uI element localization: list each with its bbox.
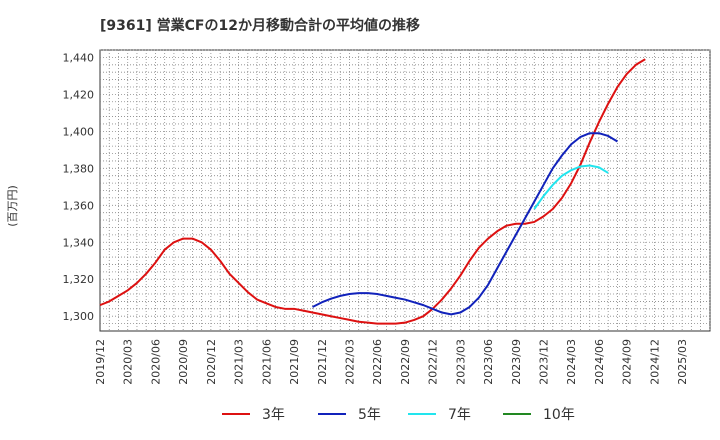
y-tick-label: 1,320 xyxy=(63,273,95,286)
x-tick-label: 2025/03 xyxy=(676,339,689,385)
x-tick-label: 2024/09 xyxy=(621,339,634,385)
y-tick-label: 1,400 xyxy=(63,125,95,138)
x-tick-label: 2023/12 xyxy=(538,339,551,385)
x-tick-label: 2024/03 xyxy=(565,339,578,385)
x-tick-label: 2021/03 xyxy=(233,339,246,385)
series-line-2 xyxy=(312,132,618,316)
x-tick-label: 2020/09 xyxy=(177,339,190,385)
legend: 3年 5年 7年 10年 xyxy=(222,407,575,423)
y-tick-label: 1,440 xyxy=(63,51,95,64)
y-tick-label: 1,300 xyxy=(63,310,95,323)
x-tick-label: 2020/12 xyxy=(205,339,218,385)
chart-title: [9361] 営業CFの12か月移動合計の平均値の推移 xyxy=(100,17,420,34)
y-tick-label: 1,420 xyxy=(63,88,95,101)
y-tick-label: 1,340 xyxy=(63,236,95,249)
x-tick-label: 2021/06 xyxy=(260,339,273,385)
x-tick-label: 2019/12 xyxy=(94,339,107,385)
x-tick-label: 2021/09 xyxy=(288,339,301,385)
x-tick-label: 2024/06 xyxy=(593,339,606,385)
x-tick-label: 2020/06 xyxy=(149,339,162,385)
x-tick-label: 2023/03 xyxy=(454,339,467,385)
x-tick-label: 2022/06 xyxy=(371,339,384,385)
x-tick-label: 2022/09 xyxy=(399,339,412,385)
legend-label: 5年 xyxy=(358,407,381,423)
y-tick-label: 1,360 xyxy=(63,199,95,212)
x-tick-label: 2022/03 xyxy=(343,339,356,385)
x-tick-label: 2022/12 xyxy=(427,339,440,385)
legend-label: 10年 xyxy=(543,407,575,423)
series-line-1 xyxy=(99,58,646,325)
x-tick-label: 2020/03 xyxy=(122,339,135,385)
plot-area: 2019/12 2020/03 2020/06 2020/09 2020/12 2021/… xyxy=(63,49,711,385)
y-tick-label: 1,380 xyxy=(63,162,95,175)
x-tick-label: 2024/12 xyxy=(648,339,661,385)
series-line-3 xyxy=(533,164,609,210)
x-tick-label: 2023/06 xyxy=(482,339,495,385)
x-tick-label: 2023/09 xyxy=(510,339,523,385)
legend-label: 7年 xyxy=(448,407,471,423)
y-axis-label: (百万円) xyxy=(6,185,19,227)
legend-label: 3年 xyxy=(262,407,285,423)
x-tick-label: 2021/12 xyxy=(316,339,329,385)
